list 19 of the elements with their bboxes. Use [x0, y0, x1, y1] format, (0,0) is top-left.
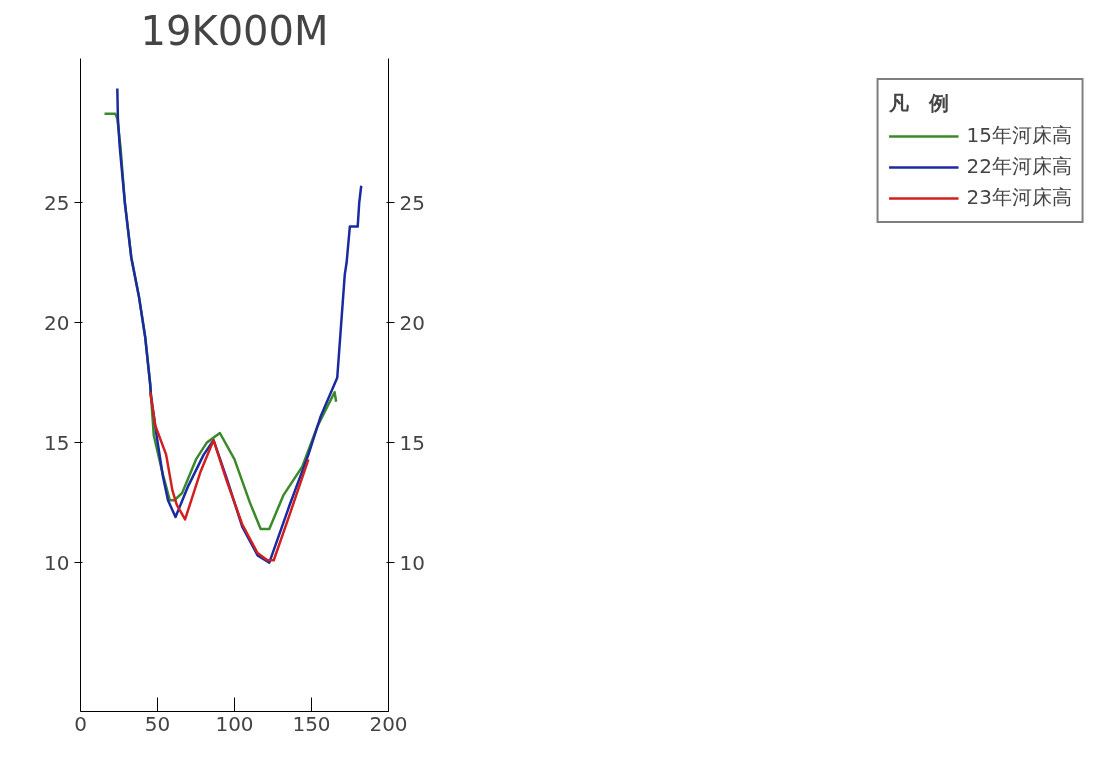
chart-title: 19K000M [140, 7, 329, 54]
y2-tick-label: 15 [399, 430, 425, 455]
x-tick-label: 150 [292, 711, 331, 736]
y-tick-label: 25 [44, 190, 70, 215]
x-tick-label: 100 [215, 711, 254, 736]
legend-label: 22年河床高 [966, 153, 1072, 180]
legend-title: 凡 例 [888, 90, 950, 117]
y-tick-label: 10 [44, 550, 70, 575]
y2-tick-label: 10 [399, 550, 425, 575]
line-series [149, 390, 310, 562]
y-tick-label: 15 [44, 430, 70, 455]
legend-label: 23年河床高 [966, 184, 1072, 211]
y-tick-label: 20 [44, 310, 70, 335]
x-tick-label: 50 [144, 711, 171, 736]
legend-label: 15年河床高 [966, 122, 1072, 149]
y2-tick-label: 25 [399, 190, 425, 215]
x-tick-label: 0 [74, 711, 87, 736]
x-tick-label: 200 [369, 711, 408, 736]
y2-tick-label: 20 [399, 310, 425, 335]
